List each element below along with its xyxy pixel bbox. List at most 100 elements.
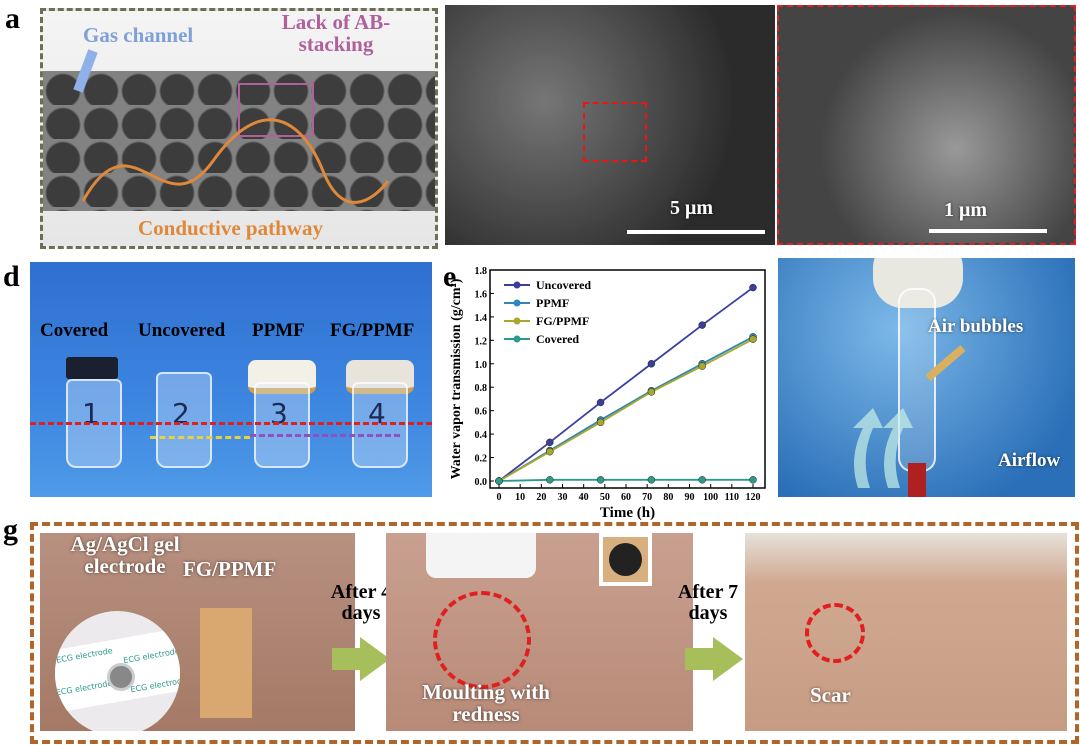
y-tick-label: 0.8 — [475, 383, 488, 394]
glass-tube — [898, 288, 936, 472]
data-point — [698, 321, 706, 329]
series-line-covered — [498, 478, 753, 482]
level-line-films — [250, 434, 400, 437]
x-tick-label: 90 — [685, 492, 695, 503]
electrode-snap — [107, 663, 135, 691]
arm-photo-day7: Scar — [745, 533, 1067, 731]
y-tick-label: 1.0 — [475, 360, 488, 371]
panel-a: Gas channel Lack of AB-stacking Conducti… — [40, 8, 438, 249]
vial-label-covered: Covered — [40, 320, 109, 341]
scale-bar — [929, 229, 1047, 233]
scar-label: Scar — [810, 683, 851, 707]
glove — [873, 258, 963, 308]
vial-label-fgppmf: FG/PPMF — [330, 320, 415, 341]
ecg-electrode-print: ECG electrode — [122, 646, 180, 666]
vial-number: 4 — [368, 397, 386, 430]
y-tick-label: 1.4 — [475, 313, 488, 324]
x-tick-label: 100 — [703, 492, 718, 503]
vial-number: 2 — [172, 397, 190, 430]
data-point — [495, 477, 503, 485]
arrow-icon — [332, 637, 390, 681]
data-point — [546, 447, 554, 456]
x-tick-label: 120 — [746, 492, 761, 503]
airflow-label: Airflow — [998, 450, 1061, 471]
x-axis-label: Time (h) — [600, 505, 655, 521]
tube-base — [908, 463, 926, 497]
scale-bar-label: 5 μm — [670, 197, 713, 219]
airflow-photo: Air bubbles Airflow — [778, 258, 1075, 497]
x-tick-label: 70 — [642, 492, 652, 503]
scale-bar-label: 1 μm — [944, 199, 987, 221]
stacking-highlight-box — [238, 83, 314, 137]
y-tick-label: 0.6 — [475, 407, 488, 418]
legend-label: FG/PPMF — [536, 314, 589, 328]
vial-4 — [352, 382, 408, 468]
conductive-pathway-arrow — [73, 49, 390, 204]
data-point — [749, 335, 757, 343]
data-point — [546, 476, 554, 484]
data-point — [596, 418, 605, 427]
legend-marker — [513, 317, 521, 325]
vial-2 — [156, 372, 212, 468]
legend-marker — [513, 281, 521, 289]
film-remnant — [599, 533, 652, 586]
after-4-days-label: After 4 days — [330, 581, 392, 624]
legend-label: Uncovered — [536, 278, 591, 292]
vial-label-uncovered: Uncovered — [138, 320, 226, 341]
zoom-region-box — [583, 102, 647, 162]
panel-g-frame — [30, 522, 1079, 744]
x-tick-label: 10 — [515, 492, 525, 503]
arrow-icon — [685, 637, 743, 681]
scar-circle — [805, 603, 865, 663]
x-tick-label: 20 — [536, 492, 546, 503]
x-tick-label: 0 — [497, 492, 502, 503]
data-point — [546, 438, 554, 447]
x-tick-label: 40 — [579, 492, 589, 503]
y-axis-label: Water vapor transmission (g/cm²) — [449, 278, 464, 479]
data-point — [647, 360, 656, 368]
arm-photo-initial: ECG electrode ECG electrode ECG electrod… — [40, 533, 355, 731]
arm-photo-day4: Moulting with redness — [386, 533, 693, 731]
moulting-label: Moulting with redness — [422, 680, 550, 727]
vial-number: 1 — [82, 397, 100, 430]
vials-photo: Covered Uncovered PPMF FG/PPMF 1 2 3 4 — [30, 262, 432, 497]
panel-e-label: e — [443, 260, 457, 293]
data-point — [596, 476, 605, 484]
y-tick-label: 0.4 — [475, 430, 488, 441]
vial-label-ppmf: PPMF — [252, 320, 305, 341]
vial-cap — [66, 357, 118, 379]
conductive-pathway-label: Conductive pathway — [138, 216, 323, 240]
data-point — [698, 476, 706, 484]
y-tick-label: 1.2 — [475, 336, 488, 347]
ecg-electrode-print: ECG electrode — [129, 675, 180, 695]
ecg-electrode-print: ECG electrode — [55, 646, 114, 665]
redness-circle — [433, 591, 531, 689]
series-line-uncovered — [498, 286, 754, 482]
ecg-electrode-print: ECG electrode — [55, 678, 113, 698]
data-point — [596, 398, 605, 407]
y-tick-label: 1.8 — [475, 266, 488, 277]
x-tick-label: 50 — [600, 492, 610, 503]
film-label: FG/PPMF — [183, 557, 277, 581]
legend-marker — [513, 299, 521, 307]
electrode-label: Ag/AgCl gel electrode — [70, 533, 180, 579]
y-tick-label: 0.0 — [475, 477, 488, 488]
data-point — [749, 283, 757, 292]
x-tick-label: 30 — [558, 492, 568, 503]
after-7-days-label: After 7 days — [677, 581, 739, 624]
lack-stacking-label: Lack of AB-stacking — [281, 10, 391, 57]
x-tick-label: 60 — [621, 492, 631, 503]
fgppmf-patch — [200, 608, 252, 718]
x-tick-label: 110 — [725, 492, 739, 503]
ecg-electrode: ECG electrode ECG electrode ECG electrod… — [55, 611, 180, 731]
data-point — [698, 362, 706, 370]
sem-image-high-mag: 1 μm — [777, 5, 1076, 245]
plot-frame — [489, 269, 766, 489]
data-point — [647, 476, 656, 484]
data-point — [647, 388, 656, 396]
panel-a-label: a — [5, 2, 20, 35]
airflow-arrows-icon — [853, 344, 966, 488]
series-line-fg-ppmf — [498, 338, 754, 482]
panel-d-label: d — [3, 260, 20, 293]
legend-marker — [513, 335, 521, 343]
